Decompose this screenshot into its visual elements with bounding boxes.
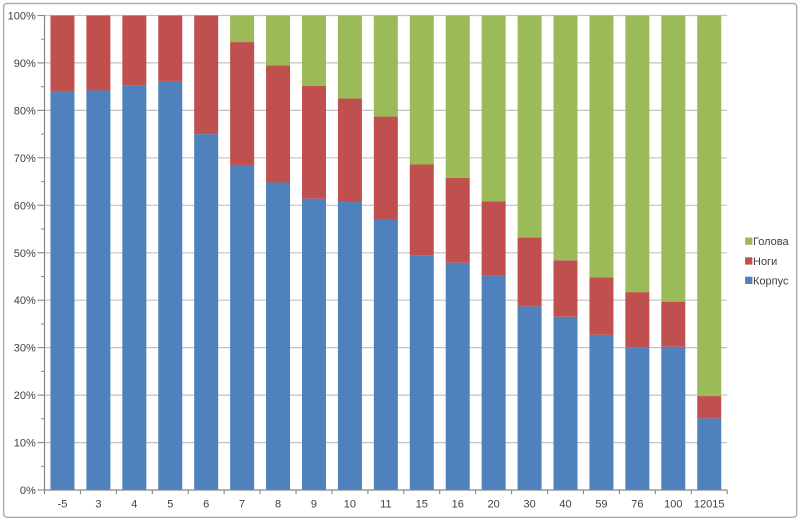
svg-text:Ноги: Ноги xyxy=(753,256,777,268)
svg-text:12015: 12015 xyxy=(694,499,725,511)
svg-text:90%: 90% xyxy=(14,58,36,70)
svg-text:7: 7 xyxy=(239,499,245,511)
svg-text:20: 20 xyxy=(488,499,500,511)
svg-text:0%: 0% xyxy=(20,485,36,497)
svg-text:10%: 10% xyxy=(14,438,36,450)
svg-text:30: 30 xyxy=(523,499,535,511)
svg-text:100: 100 xyxy=(664,499,682,511)
svg-text:8: 8 xyxy=(275,499,281,511)
svg-text:50%: 50% xyxy=(14,248,36,260)
svg-text:9: 9 xyxy=(311,499,317,511)
svg-text:3: 3 xyxy=(95,499,101,511)
svg-text:5: 5 xyxy=(167,499,173,511)
svg-text:16: 16 xyxy=(452,499,464,511)
svg-text:80%: 80% xyxy=(14,105,36,117)
svg-text:70%: 70% xyxy=(14,153,36,165)
svg-text:60%: 60% xyxy=(14,200,36,212)
svg-text:59: 59 xyxy=(595,499,607,511)
svg-text:40: 40 xyxy=(559,499,571,511)
svg-text:100%: 100% xyxy=(8,11,36,23)
svg-text:Голова: Голова xyxy=(753,236,789,248)
svg-text:10: 10 xyxy=(344,499,356,511)
svg-text:76: 76 xyxy=(631,499,643,511)
svg-text:11: 11 xyxy=(380,499,391,511)
svg-text:15: 15 xyxy=(416,499,428,511)
svg-text:Корпус: Корпус xyxy=(753,275,789,287)
svg-text:4: 4 xyxy=(131,499,137,511)
svg-text:-5: -5 xyxy=(58,499,68,511)
svg-text:30%: 30% xyxy=(14,343,36,355)
svg-text:40%: 40% xyxy=(14,295,36,307)
svg-text:6: 6 xyxy=(203,499,209,511)
svg-text:20%: 20% xyxy=(14,390,36,402)
